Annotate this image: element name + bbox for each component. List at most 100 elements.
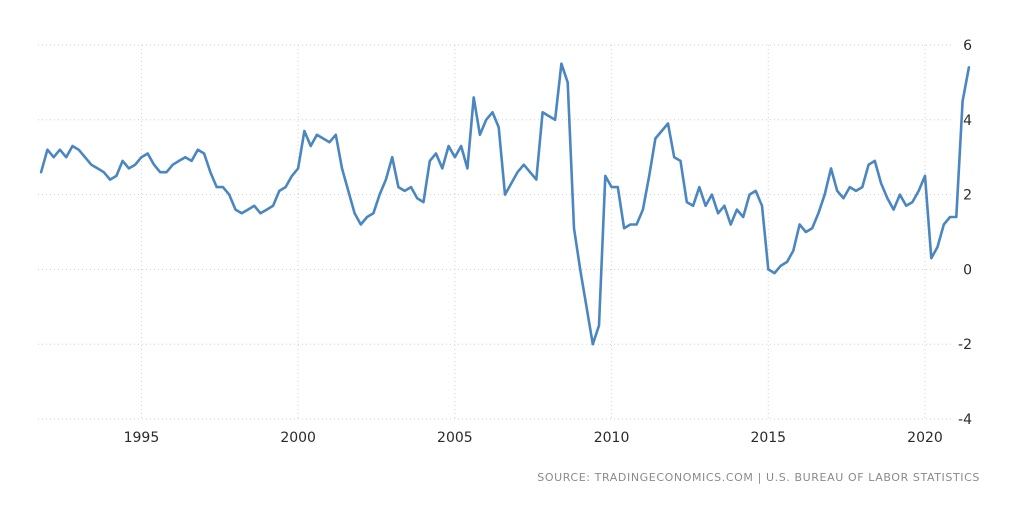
data-point: [704, 205, 707, 207]
data-point: [466, 167, 469, 170]
data-point: [924, 175, 926, 177]
data-point: [447, 145, 450, 147]
data-point: [817, 212, 820, 215]
data-point: [541, 111, 544, 114]
data-point: [623, 227, 625, 230]
data-point: [259, 212, 262, 215]
data-point: [84, 156, 86, 158]
gridlines: [38, 44, 954, 420]
data-point: [936, 246, 939, 248]
data-point: [886, 197, 889, 200]
data-point: [403, 190, 406, 192]
data-point: [529, 171, 531, 173]
data-point: [103, 171, 105, 173]
data-point: [397, 186, 400, 188]
data-point: [917, 190, 920, 192]
y-tick-label: 2: [963, 188, 972, 204]
data-point: [134, 163, 136, 166]
data-point: [573, 227, 575, 230]
data-point: [560, 62, 563, 65]
data-point: [497, 126, 500, 129]
data-point: [736, 208, 738, 211]
data-point: [855, 190, 857, 192]
data-point: [516, 171, 519, 173]
data-point: [366, 216, 368, 218]
data-point: [723, 205, 726, 207]
data-point: [892, 208, 895, 211]
data-point: [209, 171, 212, 173]
data-point: [566, 81, 569, 84]
data-point: [930, 257, 933, 260]
data-point: [786, 261, 788, 263]
x-tick-label: 2005: [437, 430, 473, 446]
data-point: [585, 306, 588, 308]
x-tick-label: 2000: [280, 430, 316, 446]
x-tick-label: 1995: [124, 430, 160, 446]
data-point: [128, 167, 130, 170]
data-point: [554, 119, 556, 121]
data-point: [115, 175, 118, 177]
data-point: [284, 186, 287, 188]
data-point: [146, 152, 149, 155]
data-point: [460, 145, 462, 147]
y-tick-label: -4: [958, 412, 972, 428]
data-point: [711, 193, 713, 196]
x-tick-label: 2020: [907, 430, 943, 446]
data-point: [968, 66, 970, 69]
data-point: [197, 148, 199, 151]
data-point: [648, 175, 650, 177]
data-point: [429, 160, 431, 162]
data-point: [667, 122, 669, 125]
data-point: [849, 186, 851, 188]
data-point: [96, 167, 99, 170]
data-point: [673, 156, 675, 158]
data-point: [266, 208, 268, 211]
data-point: [203, 152, 205, 155]
data-point: [805, 231, 807, 233]
data-point: [617, 186, 619, 188]
data-point: [635, 223, 638, 226]
data-point: [823, 193, 826, 196]
data-point: [172, 163, 174, 166]
data-point: [410, 186, 412, 188]
data-point: [52, 156, 55, 158]
data-point: [598, 324, 600, 327]
data-point: [491, 111, 494, 114]
data-point: [874, 160, 876, 162]
data-point: [422, 201, 425, 203]
data-point: [228, 193, 230, 196]
y-tick-label: 0: [963, 262, 972, 278]
series-layer: [39, 62, 971, 346]
data-point: [610, 186, 613, 188]
data-point: [322, 137, 325, 140]
data-point: [523, 163, 525, 166]
data-point: [297, 167, 299, 170]
data-point: [165, 171, 168, 173]
data-point: [748, 193, 751, 196]
data-point: [604, 175, 607, 177]
data-point: [121, 160, 124, 162]
data-point: [454, 156, 456, 158]
data-point: [435, 152, 437, 155]
y-tick-label: -2: [958, 337, 972, 353]
y-tick-label: 4: [963, 113, 972, 129]
data-point: [291, 175, 293, 177]
data-point: [234, 208, 237, 211]
data-point: [309, 145, 312, 147]
data-point: [548, 115, 550, 117]
data-point: [341, 167, 343, 170]
x-tick-label: 2015: [750, 430, 786, 446]
data-point: [46, 148, 49, 151]
data-point: [77, 148, 80, 151]
data-point: [272, 205, 274, 207]
data-point: [65, 156, 67, 158]
data-point: [867, 163, 870, 166]
data-point: [278, 190, 281, 192]
data-point: [692, 205, 694, 207]
data-point: [792, 249, 795, 252]
data-point: [905, 205, 907, 207]
data-point: [240, 212, 243, 215]
data-point: [328, 141, 331, 143]
data-point: [830, 167, 832, 170]
data-point: [385, 178, 387, 181]
